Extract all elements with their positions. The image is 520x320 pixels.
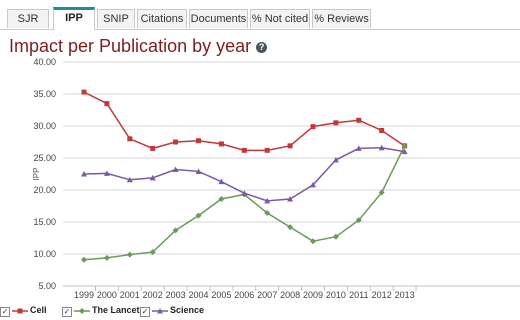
legend-checkbox[interactable]: ✓ — [62, 307, 72, 317]
tab-reviews[interactable]: % Reviews — [312, 9, 371, 28]
legend-checkbox[interactable]: ✓ — [0, 307, 10, 317]
data-point-cell — [104, 101, 110, 107]
y-tick-label: 5.00 — [38, 281, 56, 291]
chart-title: Impact per Publication by year? — [9, 36, 268, 57]
tab-sjr[interactable]: SJR — [7, 9, 49, 28]
data-point-the-lancet — [332, 233, 339, 240]
data-point-science — [149, 174, 156, 181]
data-point-science — [241, 190, 248, 196]
data-point-science — [81, 171, 87, 177]
y-tick-label: 20.00 — [33, 185, 56, 195]
x-tick-label: 2004 — [188, 290, 208, 300]
data-point-cell — [196, 138, 201, 144]
data-point-cell — [379, 127, 385, 133]
data-point-cell — [127, 136, 133, 142]
data-point-the-lancet — [264, 210, 271, 217]
data-point-the-lancet — [126, 251, 133, 258]
y-tick-label: 25.00 — [33, 153, 56, 163]
x-tick-label: 2013 — [395, 290, 415, 300]
tab-citations[interactable]: Citations — [137, 9, 187, 28]
data-point-the-lancet — [310, 238, 316, 245]
x-tick-label: 2006 — [234, 290, 254, 300]
x-tick-label: 2001 — [120, 290, 140, 300]
data-point-the-lancet — [172, 227, 179, 234]
data-point-the-lancet — [195, 212, 202, 219]
legend-swatch-science — [152, 307, 168, 314]
tab-documents[interactable]: Documents — [189, 9, 248, 28]
legend-label: Cell — [30, 305, 47, 315]
data-point-cell — [218, 141, 224, 147]
data-point-cell — [287, 143, 293, 149]
data-point-science — [103, 170, 110, 176]
metric-tabs: SJR IPP SNIP Citations Documents% Not cited%… — [0, 0, 520, 30]
data-point-the-lancet — [103, 254, 110, 261]
data-point-the-lancet — [149, 249, 156, 256]
data-point-cell — [150, 145, 156, 151]
chart-legend: ✓ Cell ✓ The Lancet ✓ Science — [0, 305, 520, 320]
legend-label: The Lancet — [92, 305, 140, 315]
data-point-science — [195, 168, 202, 174]
tab-ipp[interactable]: IPP — [53, 7, 95, 30]
data-point-science — [355, 145, 362, 151]
data-point-science — [264, 197, 271, 204]
x-tick-label: 2005 — [211, 290, 231, 300]
y-tick-label: 10.00 — [33, 249, 56, 259]
data-point-science — [332, 156, 339, 163]
data-point-cell — [356, 117, 362, 123]
x-tick-label: 2009 — [303, 290, 323, 300]
data-point-cell — [264, 147, 270, 153]
x-tick-label: 2002 — [143, 290, 163, 300]
data-point-science — [172, 166, 179, 173]
data-point-the-lancet — [218, 195, 225, 202]
x-tick-label: 2010 — [326, 290, 346, 300]
legend-item-science[interactable]: ✓ Science — [140, 305, 204, 320]
data-point-cell — [333, 120, 339, 126]
data-point-science — [287, 195, 294, 202]
y-tick-label: 30.00 — [33, 121, 56, 131]
data-point-cell — [81, 89, 87, 95]
x-tick-label: 2007 — [257, 290, 277, 300]
data-point-science — [378, 144, 385, 151]
data-point-the-lancet — [378, 189, 385, 196]
data-point-science — [310, 181, 316, 188]
data-point-science — [218, 178, 225, 185]
chart-title-text: Impact per Publication by year — [9, 36, 252, 56]
data-point-the-lancet — [355, 217, 362, 224]
data-point-cell — [173, 139, 179, 145]
x-tick-label: 2000 — [97, 290, 117, 300]
question-icon[interactable]: ? — [256, 42, 268, 53]
tab-not-cited[interactable]: % Not cited — [250, 9, 310, 28]
legend-checkbox[interactable]: ✓ — [140, 307, 150, 317]
x-tick-label: 2003 — [166, 290, 186, 300]
legend-swatch-the-lancet — [74, 307, 90, 314]
data-point-cell — [241, 147, 247, 153]
x-tick-label: 2011 — [349, 290, 368, 300]
data-point-science — [401, 148, 408, 155]
y-tick-label: 15.00 — [33, 217, 56, 227]
legend-item-the-lancet[interactable]: ✓ The Lancet — [62, 305, 140, 320]
y-axis-title: IPP — [32, 168, 41, 181]
y-tick-label: 35.00 — [33, 89, 56, 99]
legend-label: Science — [170, 305, 205, 315]
tab-snip[interactable]: SNIP — [97, 9, 135, 28]
data-point-the-lancet — [287, 224, 294, 231]
legend-swatch-cell — [12, 308, 28, 314]
data-point-science — [126, 176, 133, 183]
series-line-the-lancet — [83, 145, 406, 261]
x-tick-label: 2008 — [280, 290, 300, 300]
data-point-the-lancet — [81, 256, 87, 263]
data-point-cell — [310, 124, 316, 130]
y-tick-label: 40.00 — [33, 57, 56, 67]
legend-item-cell[interactable]: ✓ Cell — [0, 305, 47, 320]
x-tick-label: 1999 — [74, 290, 94, 300]
x-tick-label: 2012 — [372, 290, 392, 300]
data-point-the-lancet — [401, 142, 408, 149]
